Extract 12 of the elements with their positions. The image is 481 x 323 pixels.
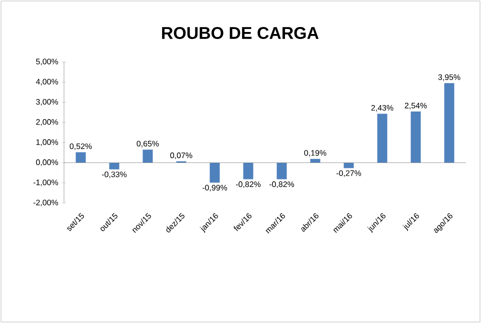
bar — [210, 162, 220, 183]
bar — [243, 162, 254, 180]
bar — [276, 162, 287, 180]
chart-title: ROUBO DE CARGA — [162, 27, 319, 39]
bar — [76, 152, 86, 163]
bar — [142, 150, 153, 163]
bar — [444, 83, 454, 163]
bar — [377, 114, 388, 163]
bar — [310, 158, 320, 163]
bar — [109, 162, 120, 170]
bar — [410, 112, 421, 163]
bar — [344, 162, 354, 168]
